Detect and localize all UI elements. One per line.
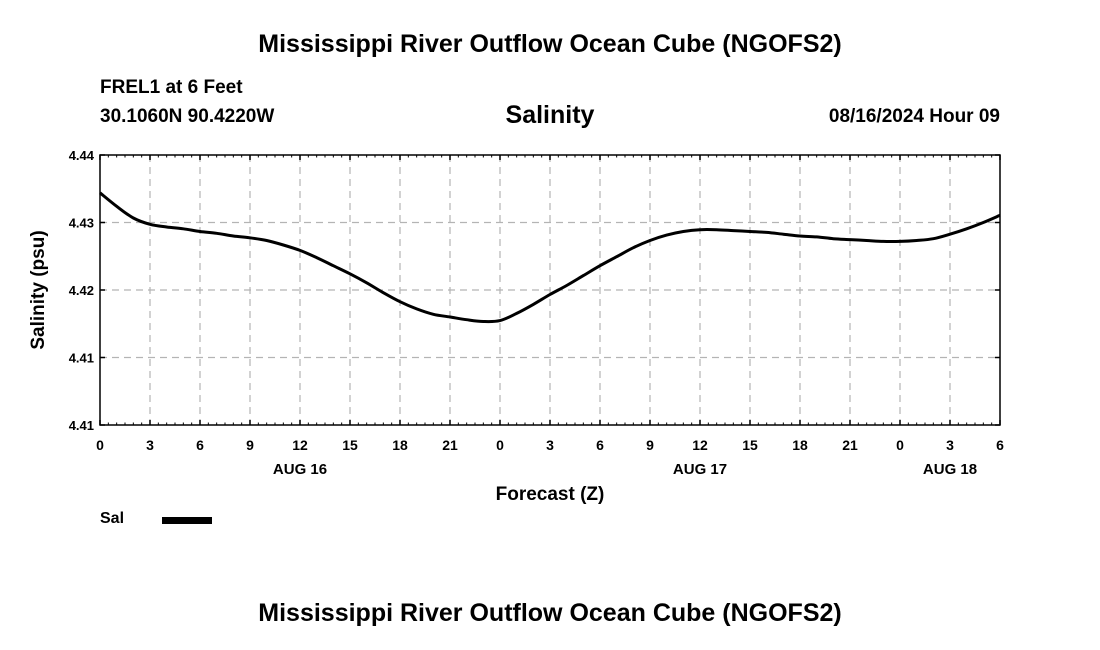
chart-title: Mississippi River Outflow Ocean Cube (NG…: [258, 30, 842, 58]
variable-title: Salinity: [505, 101, 595, 129]
y-tick-label: 4.43: [69, 216, 94, 231]
x-tick-label: 15: [342, 437, 358, 453]
x-tick-label: 0: [896, 437, 904, 453]
x-tick-label: 0: [496, 437, 504, 453]
legend-line-swatch: [162, 517, 212, 524]
forecast-datetime: 08/16/2024 Hour 09: [828, 106, 1000, 127]
x-tick-label: 12: [692, 437, 708, 453]
series-layer: [99, 191, 1001, 324]
x-tick-label: 21: [842, 437, 858, 453]
grid-lines: [100, 155, 1000, 425]
x-tick-label: 3: [546, 437, 554, 453]
x-tick-label: 15: [742, 437, 758, 453]
y-tick-label: 4.41: [69, 351, 94, 366]
axis-ticks: [99, 154, 1001, 426]
legend-label: Sal: [100, 510, 125, 527]
x-tick-label: 18: [792, 437, 808, 453]
x-tick-label: 12: [292, 437, 308, 453]
date-label: AUG 16: [273, 461, 327, 478]
y-axis-label: Salinity (psu): [28, 230, 49, 349]
footer-title: Mississippi River Outflow Ocean Cube (NG…: [258, 599, 842, 627]
y-tick-label: 4.42: [69, 283, 94, 298]
y-tick-label: 4.44: [69, 148, 95, 163]
x-tick-label: 21: [442, 437, 458, 453]
series-line-sal: [99, 191, 1001, 324]
x-tick-label: 6: [196, 437, 204, 453]
y-tick-label: 4.41: [69, 418, 94, 433]
x-tick-label: 6: [596, 437, 604, 453]
x-tick-label: 3: [146, 437, 154, 453]
x-tick-label: 3: [946, 437, 954, 453]
axis-tick-labels: 0 3 6 9 12 15 18 21 0 3 6 9 12 15 18 21 0 3 6 4.41 4.41 4.42 4…: [69, 148, 1004, 478]
x-tick-label: 9: [646, 437, 654, 453]
x-tick-label: 9: [246, 437, 254, 453]
date-label: AUG 18: [923, 461, 977, 478]
station-label: FREL1 at 6 Feet: [100, 77, 243, 98]
station-coordinates: 30.1060N 90.4220W: [100, 106, 275, 127]
x-axis-label: Forecast (Z): [496, 484, 605, 505]
x-tick-label: 18: [392, 437, 408, 453]
x-tick-label: 0: [96, 437, 104, 453]
x-tick-label: 6: [996, 437, 1004, 453]
date-label: AUG 17: [673, 461, 727, 478]
